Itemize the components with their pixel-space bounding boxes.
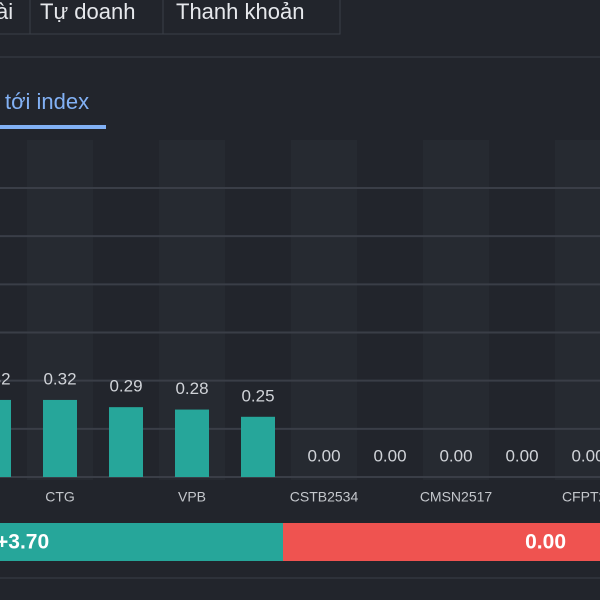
subtab-label[interactable]: tới index (5, 89, 89, 114)
value-label: 0.29 (109, 377, 142, 396)
tab-label[interactable]: Thanh khoản (176, 0, 304, 24)
value-label: 0.28 (175, 379, 208, 398)
value-label: 0.32 (43, 369, 76, 388)
value-label: 0.32 (0, 369, 11, 388)
bar (175, 409, 209, 477)
value-label: 0.00 (439, 446, 472, 465)
column-stripe (555, 140, 600, 480)
negative-bar (283, 523, 600, 561)
negative-total: 0.00 (525, 531, 566, 554)
value-label: 0.00 (307, 446, 340, 465)
subtab-underline (0, 125, 106, 129)
chart: 0.32 0.32 CTG 0.29 0.28 VPB 0.25 0.00 CSTB2534 0.… (0, 187, 600, 505)
value-label: 0.00 (505, 446, 538, 465)
positive-bar (0, 523, 283, 561)
tab-label[interactable]: Tự doanh (40, 0, 135, 24)
bar (241, 416, 275, 477)
x-tick-label: CSTB2534 (290, 489, 359, 505)
tab-label[interactable]: ài (0, 0, 13, 24)
column-stripe (291, 140, 357, 480)
positive-total: +3.70 (0, 531, 49, 554)
column-stripes (27, 140, 600, 480)
value-label: 0.00 (373, 446, 406, 465)
bar (109, 407, 143, 477)
x-tick-label: CTG (45, 489, 75, 505)
bar (43, 399, 77, 477)
x-tick-label: VPB (178, 489, 206, 505)
value-label: 0.00 (571, 446, 600, 465)
bar (0, 399, 11, 477)
x-tick-label: CFPT25 (562, 489, 600, 505)
value-label: 0.25 (241, 386, 274, 405)
x-tick-label: CMSN2517 (420, 489, 493, 505)
tab[interactable] (162, 0, 341, 35)
column-stripe (423, 140, 489, 480)
